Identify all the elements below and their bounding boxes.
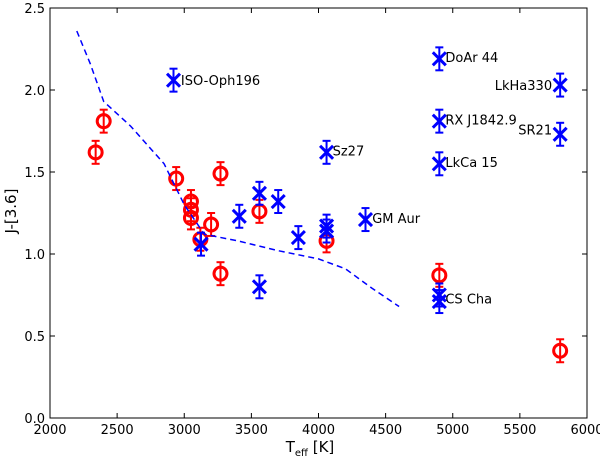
circle-point <box>203 212 220 237</box>
cross-point <box>231 203 247 229</box>
y-axis-label: J-[3.6] <box>2 189 20 235</box>
cross-point <box>552 72 568 98</box>
cross-point <box>290 225 306 251</box>
plot-content <box>76 30 569 364</box>
cross-marker-b <box>431 156 447 172</box>
x-tick-label: 3500 <box>235 423 268 438</box>
y-tick-label: 0.5 <box>24 330 45 345</box>
circle-point <box>552 338 569 364</box>
cross-point <box>318 139 335 165</box>
x-axis-label-sub: eff <box>295 448 309 458</box>
cross-marker-b <box>318 144 335 160</box>
circle-point <box>182 205 199 231</box>
circle-marker <box>431 267 448 284</box>
cross-point <box>165 67 182 93</box>
point-label: ISO-Oph196 <box>181 74 260 89</box>
y-tick-label: 0.0 <box>24 412 45 427</box>
cross-marker-b <box>552 77 568 93</box>
point-label: LkCa 15 <box>445 156 498 171</box>
cross-point <box>431 46 447 72</box>
cross-marker-b <box>290 230 306 246</box>
cross-point <box>552 121 568 147</box>
x-tick-label: 4000 <box>302 423 335 438</box>
circle-point <box>212 161 229 187</box>
x-tick-label: 6000 <box>570 423 600 438</box>
circle-marker <box>168 170 185 187</box>
cross-point <box>251 274 267 300</box>
point-label: DoAr 44 <box>445 51 498 66</box>
cross-point <box>318 218 335 244</box>
cross-point <box>251 180 267 206</box>
circle-point <box>168 166 185 192</box>
point-label: CS Cha <box>445 292 492 307</box>
circle-point <box>87 139 104 165</box>
circle-point <box>212 261 229 287</box>
point-label: SR21 <box>518 123 552 138</box>
circle-marker <box>212 265 229 282</box>
axes: 2000 2500 3000 3500 4000 4500 5000 5500 6000 0.0 0… <box>24 2 600 438</box>
cross-marker-b <box>357 211 374 228</box>
x-tick-label: 3000 <box>168 423 201 438</box>
plot-frame <box>49 7 588 419</box>
point-label: LkHa330 <box>495 79 552 94</box>
x-tick-label: 4500 <box>369 423 402 438</box>
cross-marker-b <box>431 293 447 310</box>
point-label: GM Aur <box>372 212 421 227</box>
circle-marker <box>212 165 229 182</box>
circle-marker <box>182 209 199 226</box>
cross-point <box>270 189 286 214</box>
cross-marker-b <box>165 72 182 88</box>
cross-point <box>357 207 374 233</box>
cross-point <box>431 151 447 177</box>
y-tick-label: 1.0 <box>24 248 45 263</box>
cross-marker-b <box>231 208 247 224</box>
cross-marker-b <box>431 113 447 129</box>
y-tick-label: 1.5 <box>24 166 45 181</box>
x-axis-label-main: T <box>285 438 296 456</box>
x-tick-label: 2500 <box>101 423 134 438</box>
x-tick-label: 5000 <box>436 423 469 438</box>
cross-marker-b <box>552 126 568 142</box>
cross-point <box>431 108 447 134</box>
cross-marker-b <box>318 223 335 239</box>
cross-point <box>431 289 447 315</box>
cross-point <box>193 231 209 257</box>
y-tick-label: 2.5 <box>24 2 45 17</box>
point-label: RX J1842.9 <box>445 114 516 129</box>
cross-marker-b <box>431 51 447 67</box>
cross-marker-b <box>270 193 286 210</box>
model-dashed-line <box>76 30 400 308</box>
circle-marker <box>87 144 104 161</box>
x-tick-label: 5500 <box>503 423 536 438</box>
cross-marker-b <box>193 236 209 252</box>
cross-marker-b <box>251 185 267 201</box>
cross-marker-b <box>251 279 267 295</box>
circle-marker <box>95 113 112 130</box>
circle-point <box>95 108 112 134</box>
x-axis-label: Teff [K] <box>285 438 335 458</box>
circle-marker <box>552 342 569 359</box>
x-axis-label-unit: [K] <box>308 438 334 456</box>
point-label: Sz27 <box>333 145 365 160</box>
circle-marker <box>203 216 220 233</box>
y-tick-label: 2.0 <box>24 84 45 99</box>
x-tick-label: 2000 <box>33 423 66 438</box>
